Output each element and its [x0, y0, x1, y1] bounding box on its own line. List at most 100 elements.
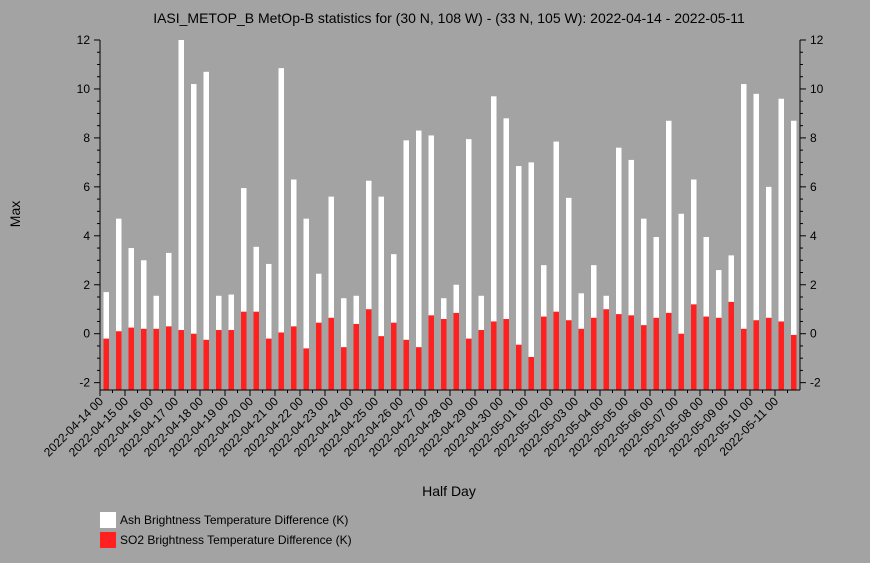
ash-bar: [416, 130, 422, 390]
chart-title: IASI_METOP_B MetOp-B statistics for (30 …: [153, 10, 745, 26]
y-tick-label: 2: [810, 278, 817, 292]
so2-bar: [378, 336, 384, 390]
ash-bar: [503, 118, 509, 390]
so2-bar: [591, 317, 597, 390]
so2-bar: [516, 344, 522, 390]
y-tick-label: 12: [810, 33, 824, 47]
ash-bar: [553, 141, 559, 390]
so2-bar: [778, 321, 784, 390]
y-tick-label: 4: [83, 229, 90, 243]
ash-bar: [203, 71, 209, 390]
so2-bar: [653, 317, 659, 390]
ash-bar: [141, 260, 147, 390]
ash-bar: [241, 188, 247, 390]
y-tick-label: 2: [83, 278, 90, 292]
ash-bar: [328, 196, 334, 390]
so2-bar: [491, 321, 497, 390]
so2-bar: [791, 334, 797, 390]
so2-bar: [203, 339, 209, 390]
y-tick-label: 6: [810, 180, 817, 194]
y-tick-label: 4: [810, 229, 817, 243]
ash-bar: [303, 218, 309, 390]
so2-bar: [328, 317, 334, 390]
y-tick-label: 6: [83, 180, 90, 194]
so2-bar: [141, 328, 147, 390]
y-tick-label: 8: [810, 131, 817, 145]
ash-bar: [191, 84, 197, 390]
so2-bar: [478, 330, 484, 390]
ash-bar: [378, 196, 384, 390]
y-tick-label: 12: [77, 33, 91, 47]
ash-bar: [116, 218, 122, 390]
so2-bar: [191, 333, 197, 390]
so2-bar: [628, 315, 634, 390]
so2-bar: [103, 338, 109, 390]
ash-bar: [516, 166, 522, 390]
ash-bar: [528, 162, 534, 390]
ash-bar: [341, 298, 347, 390]
plot-area: [103, 40, 797, 391]
so2-bar: [316, 322, 322, 390]
so2-bar: [128, 327, 134, 390]
so2-bar: [666, 312, 672, 390]
so2-bar: [641, 325, 647, 390]
so2-bar: [341, 347, 347, 390]
so2-bar: [253, 311, 259, 390]
so2-bar: [728, 301, 734, 390]
ash-bar: [266, 263, 272, 390]
ash-bar: [691, 179, 697, 390]
ash-bar: [128, 248, 134, 390]
so2-bar: [291, 326, 297, 390]
so2-bar: [566, 320, 572, 390]
ash-bar: [566, 197, 572, 390]
ash-bar: [466, 139, 472, 390]
legend-swatch-ash: [100, 512, 116, 528]
so2-bar: [603, 309, 609, 390]
so2-bar: [553, 311, 559, 390]
y-tick-label: 0: [810, 327, 817, 341]
ash-bar: [703, 237, 709, 390]
so2-bar: [178, 330, 184, 390]
y-tick-label: 10: [77, 82, 91, 96]
y-tick-label: 10: [810, 82, 824, 96]
ash-bar: [678, 213, 684, 390]
ash-bar: [616, 147, 622, 390]
so2-bar: [753, 320, 759, 390]
so2-bar: [278, 332, 284, 390]
right-y-axis: -2 0 2 4 6 8 10 12: [799, 33, 824, 390]
so2-bar: [428, 315, 434, 390]
legend-swatch-so2: [100, 532, 116, 548]
so2-bar: [466, 338, 472, 390]
so2-bar: [766, 317, 772, 390]
so2-bar: [216, 330, 222, 390]
so2-bar: [403, 339, 409, 390]
so2-bar: [528, 356, 534, 390]
ash-bar: [741, 84, 747, 390]
so2-bar: [616, 314, 622, 390]
ash-bar: [778, 98, 784, 391]
ash-bar: [278, 68, 284, 391]
so2-bar: [228, 330, 234, 390]
ash-bar: [666, 120, 672, 391]
ash-bar: [753, 93, 759, 390]
ash-bar: [391, 254, 397, 390]
x-axis-label: Half Day: [422, 483, 476, 499]
so2-bar: [266, 338, 272, 390]
so2-bar: [678, 333, 684, 390]
so2-bar: [441, 319, 447, 390]
so2-bar: [541, 316, 547, 390]
ash-bar: [791, 120, 797, 391]
y-tick-label: -2: [810, 376, 821, 390]
y-axis-label: Max: [7, 201, 23, 227]
ash-bar: [291, 179, 297, 390]
ash-bar: [366, 180, 372, 390]
so2-bar: [241, 311, 247, 390]
ash-bar: [628, 159, 634, 390]
so2-bar: [303, 348, 309, 390]
ash-bar: [653, 237, 659, 390]
y-tick-label: 0: [83, 327, 90, 341]
ash-bar: [178, 40, 184, 390]
so2-bar: [578, 328, 584, 390]
ash-bar: [428, 135, 434, 390]
